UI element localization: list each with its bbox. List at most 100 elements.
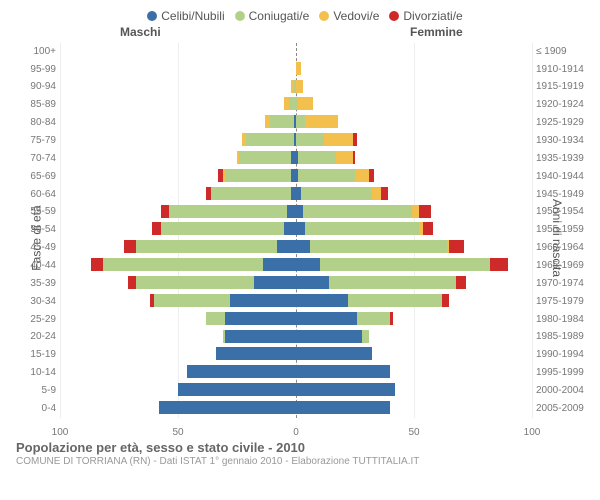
male-half (60, 169, 296, 182)
bar-segment (381, 187, 388, 200)
bar-segment (296, 330, 362, 343)
bar-segment (296, 258, 320, 271)
male-half (60, 222, 296, 235)
bar-segment (124, 240, 136, 253)
female-half (296, 330, 532, 343)
header-female: Femmine (410, 25, 463, 39)
female-half (296, 44, 532, 57)
male-half (60, 383, 296, 396)
chart-source: COMUNE DI TORRIANA (RN) - Dati ISTAT 1° … (16, 456, 590, 467)
birth-year-label: 1930-1934 (536, 136, 590, 146)
pyramid-row (60, 329, 532, 347)
male-half (60, 276, 296, 289)
age-label: 0-4 (10, 404, 56, 414)
pyramid-row (60, 114, 532, 132)
plot-area: Fasce di età Anni di nascita 100+≤ 19099… (10, 41, 590, 436)
male-half (60, 258, 296, 271)
male-half (60, 151, 296, 164)
bar-segment (412, 205, 419, 218)
bar-segment (296, 383, 395, 396)
male-half (60, 62, 296, 75)
birth-year-label: 1945-1949 (536, 190, 590, 200)
chart-title: Popolazione per età, sesso e stato civil… (16, 440, 590, 455)
bar-segment (284, 222, 296, 235)
male-half (60, 115, 296, 128)
bar-segment (305, 115, 338, 128)
bar-segment (154, 294, 230, 307)
male-half (60, 80, 296, 93)
female-half (296, 115, 532, 128)
age-label: 5-9 (10, 386, 56, 396)
male-half (60, 401, 296, 414)
female-half (296, 169, 532, 182)
male-half (60, 205, 296, 218)
bar-segment (136, 276, 254, 289)
male-half (60, 347, 296, 360)
female-half (296, 62, 532, 75)
legend: Celibi/NubiliConiugati/eVedovi/eDivorzia… (10, 8, 590, 23)
birth-year-label: 1995-1999 (536, 368, 590, 378)
bar-segment (152, 222, 161, 235)
x-tick-label: 100 (524, 427, 541, 438)
legend-label: Divorziati/e (403, 9, 462, 23)
male-half (60, 330, 296, 343)
gender-headers: Maschi Femmine (10, 25, 590, 41)
pyramid-row (60, 43, 532, 61)
legend-swatch (235, 11, 245, 21)
bar-segment (490, 258, 509, 271)
bar-segment (289, 97, 296, 110)
bar-segment (161, 205, 168, 218)
x-tick-label: 100 (52, 427, 69, 438)
bar-segment (353, 151, 355, 164)
male-half (60, 133, 296, 146)
bar-segment (305, 222, 418, 235)
bar-segment (296, 294, 348, 307)
age-label: 15-19 (10, 350, 56, 360)
bar-segment (230, 294, 296, 307)
bar-segment (296, 312, 357, 325)
pyramid-row (60, 293, 532, 311)
bar-segment (369, 169, 374, 182)
bar-segment (372, 187, 381, 200)
age-label: 70-74 (10, 154, 56, 164)
bar-segment (103, 258, 263, 271)
bar-segment (296, 222, 305, 235)
male-half (60, 294, 296, 307)
bar-segment (270, 115, 294, 128)
bar-segment (303, 205, 412, 218)
age-label: 10-14 (10, 368, 56, 378)
bar-segment (390, 312, 392, 325)
bar-segment (296, 80, 303, 93)
birth-year-label: 1935-1939 (536, 154, 590, 164)
bar-segment (254, 276, 296, 289)
x-tick-label: 0 (293, 427, 299, 438)
bar-segment (169, 205, 287, 218)
bar-segment (296, 401, 390, 414)
bar-segment (298, 97, 312, 110)
pyramid-row (60, 400, 532, 418)
bars-area (60, 43, 532, 418)
pyramid-row (60, 346, 532, 364)
female-half (296, 383, 532, 396)
bar-segment (423, 222, 432, 235)
pyramid-row (60, 150, 532, 168)
bar-segment (178, 383, 296, 396)
bar-segment (449, 240, 463, 253)
pyramid-row (60, 79, 532, 97)
bar-segment (206, 312, 225, 325)
birth-year-label: 1940-1944 (536, 172, 590, 182)
legend-label: Celibi/Nubili (161, 9, 224, 23)
age-label: 80-84 (10, 118, 56, 128)
age-label: 50-54 (10, 225, 56, 235)
x-tick-label: 50 (408, 427, 419, 438)
bar-segment (161, 222, 284, 235)
pyramid-row (60, 311, 532, 329)
legend-swatch (147, 11, 157, 21)
bar-segment (263, 258, 296, 271)
bar-segment (187, 365, 296, 378)
bar-segment (225, 169, 291, 182)
bar-segment (301, 187, 372, 200)
birth-year-label: 1920-1924 (536, 100, 590, 110)
bar-segment (216, 347, 296, 360)
age-label: 75-79 (10, 136, 56, 146)
